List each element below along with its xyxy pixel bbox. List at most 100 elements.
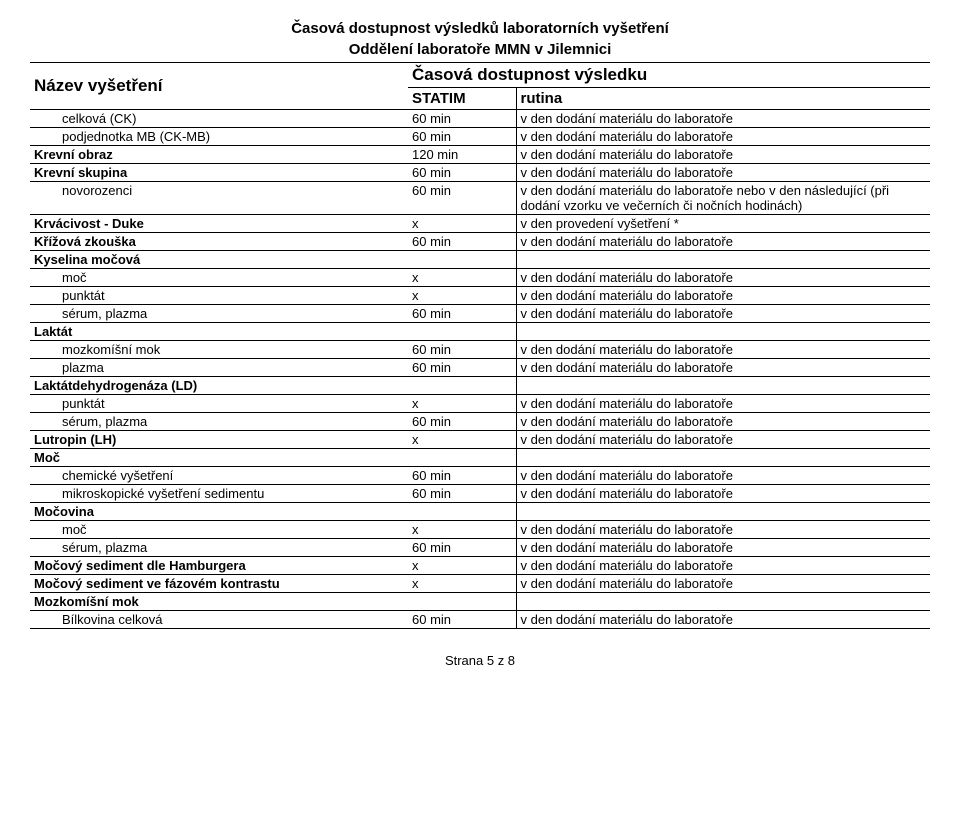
cell-rutina: v den dodání materiálu do laboratoře — [516, 431, 930, 449]
cell-statim: 60 min — [408, 341, 516, 359]
cell-name: mikroskopické vyšetření sedimentu — [30, 485, 408, 503]
exam-name: moč — [34, 522, 87, 537]
table-row: moč xv den dodání materiálu do laboratoře — [30, 521, 930, 539]
exam-name: Lutropin (LH) — [34, 432, 116, 447]
exam-name: sérum, plazma — [34, 540, 147, 555]
cell-statim: 60 min — [408, 539, 516, 557]
cell-name: Močový sediment ve fázovém kontrastu — [30, 575, 408, 593]
cell-statim: 60 min — [408, 233, 516, 251]
title-line-1: Časová dostupnost výsledků laboratorních… — [30, 20, 930, 37]
cell-name: podjednotka MB (CK-MB) — [30, 128, 408, 146]
cell-rutina: v den dodání materiálu do laboratoře — [516, 611, 930, 629]
cell-rutina: v den dodání materiálu do laboratoře — [516, 305, 930, 323]
table-body: celková (CK)60 minv den dodání materiálu… — [30, 110, 930, 629]
cell-statim — [408, 449, 516, 467]
cell-rutina — [516, 593, 930, 611]
results-table: Název vyšetření Časová dostupnost výsled… — [30, 62, 930, 629]
table-row: sérum, plazma60 minv den dodání materiál… — [30, 413, 930, 431]
cell-rutina: v den dodání materiálu do laboratoře — [516, 557, 930, 575]
exam-name: Kyselina močová — [34, 252, 140, 267]
cell-name: moč — [30, 269, 408, 287]
cell-statim: x — [408, 521, 516, 539]
table-row: sérum, plazma60 minv den dodání materiál… — [30, 305, 930, 323]
cell-statim: 60 min — [408, 359, 516, 377]
cell-statim: 60 min — [408, 485, 516, 503]
cell-statim: 60 min — [408, 413, 516, 431]
table-row: novorozenci60 minv den dodání materiálu … — [30, 182, 930, 215]
cell-rutina: v den dodání materiálu do laboratoře — [516, 110, 930, 128]
cell-rutina: v den dodání materiálu do laboratoře — [516, 521, 930, 539]
cell-statim: x — [408, 395, 516, 413]
cell-statim: 60 min — [408, 128, 516, 146]
cell-rutina: v den dodání materiálu do laboratoře — [516, 233, 930, 251]
cell-name: Močový sediment dle Hamburgera — [30, 557, 408, 575]
table-row: mikroskopické vyšetření sedimentu 60 minv… — [30, 485, 930, 503]
header-result: Časová dostupnost výsledku — [408, 63, 930, 88]
cell-statim — [408, 503, 516, 521]
exam-name: moč — [34, 270, 87, 285]
cell-rutina: v den dodání materiálu do laboratoře — [516, 575, 930, 593]
exam-name: Laktát — [34, 324, 72, 339]
cell-name: Laktát — [30, 323, 408, 341]
table-row: Bílkovina celková60 minv den dodání mate… — [30, 611, 930, 629]
cell-rutina: v den dodání materiálu do laboratoře — [516, 128, 930, 146]
table-row: Moč — [30, 449, 930, 467]
cell-rutina: v den dodání materiálu do laboratoře neb… — [516, 182, 930, 215]
exam-name: plazma — [34, 360, 104, 375]
exam-name: Krvácivost - Duke — [34, 216, 144, 231]
cell-statim: 60 min — [408, 467, 516, 485]
cell-rutina: v den dodání materiálu do laboratoře — [516, 287, 930, 305]
exam-name: mikroskopické vyšetření sedimentu — [34, 486, 264, 501]
exam-name: Laktátdehydrogenáza (LD) — [34, 378, 197, 393]
cell-name: sérum, plazma — [30, 539, 408, 557]
cell-rutina: v den dodání materiálu do laboratoře — [516, 485, 930, 503]
table-row: Křížová zkouška60 minv den dodání materi… — [30, 233, 930, 251]
exam-name: chemické vyšetření — [34, 468, 173, 483]
cell-name: mozkomíšní mok — [30, 341, 408, 359]
cell-name: Krvácivost - Duke — [30, 215, 408, 233]
cell-statim: x — [408, 557, 516, 575]
cell-rutina — [516, 503, 930, 521]
table-row: plazma 60 minv den dodání materiálu do la… — [30, 359, 930, 377]
cell-statim: 60 min — [408, 110, 516, 128]
cell-name: plazma — [30, 359, 408, 377]
cell-statim: 60 min — [408, 182, 516, 215]
cell-name: novorozenci — [30, 182, 408, 215]
table-row: celková (CK)60 minv den dodání materiálu… — [30, 110, 930, 128]
cell-rutina — [516, 377, 930, 395]
exam-name: mozkomíšní mok — [34, 342, 160, 357]
table-row: Kyselina močová — [30, 251, 930, 269]
exam-name: Močový sediment ve fázovém kontrastu — [34, 576, 280, 591]
cell-name: Moč — [30, 449, 408, 467]
cell-name: Lutropin (LH) — [30, 431, 408, 449]
cell-statim: x — [408, 269, 516, 287]
exam-name: Krevní skupina — [34, 165, 127, 180]
cell-name: Kyselina močová — [30, 251, 408, 269]
exam-name: Mozkomíšní mok — [34, 594, 139, 609]
cell-rutina: v den dodání materiálu do laboratoře — [516, 395, 930, 413]
header-statim: STATIM — [408, 88, 516, 110]
cell-rutina: v den dodání materiálu do laboratoře — [516, 341, 930, 359]
table-row: Močový sediment dle Hamburgera xv den dod… — [30, 557, 930, 575]
exam-name: Bílkovina celková — [34, 612, 162, 627]
table-row: podjednotka MB (CK-MB)60 minv den dodání… — [30, 128, 930, 146]
cell-name: punktát — [30, 287, 408, 305]
page-footer: Strana 5 z 8 — [30, 653, 930, 668]
cell-rutina: v den dodání materiálu do laboratoře — [516, 359, 930, 377]
cell-statim: 60 min — [408, 164, 516, 182]
cell-name: Křížová zkouška — [30, 233, 408, 251]
table-row: Močový sediment ve fázovém kontrastuxv d… — [30, 575, 930, 593]
table-row: Krvácivost - Dukexv den provedení vyšetř… — [30, 215, 930, 233]
exam-name: Močový sediment dle Hamburgera — [34, 558, 246, 573]
exam-name: sérum, plazma — [34, 414, 147, 429]
cell-name: chemické vyšetření — [30, 467, 408, 485]
cell-name: Mozkomíšní mok — [30, 593, 408, 611]
table-row: Mozkomíšní mok — [30, 593, 930, 611]
exam-name: punktát — [34, 396, 105, 411]
table-row: Laktátdehydrogenáza (LD) — [30, 377, 930, 395]
cell-name: sérum, plazma — [30, 305, 408, 323]
cell-name: Krevní skupina — [30, 164, 408, 182]
cell-name: Bílkovina celková — [30, 611, 408, 629]
cell-statim — [408, 593, 516, 611]
cell-statim: x — [408, 215, 516, 233]
